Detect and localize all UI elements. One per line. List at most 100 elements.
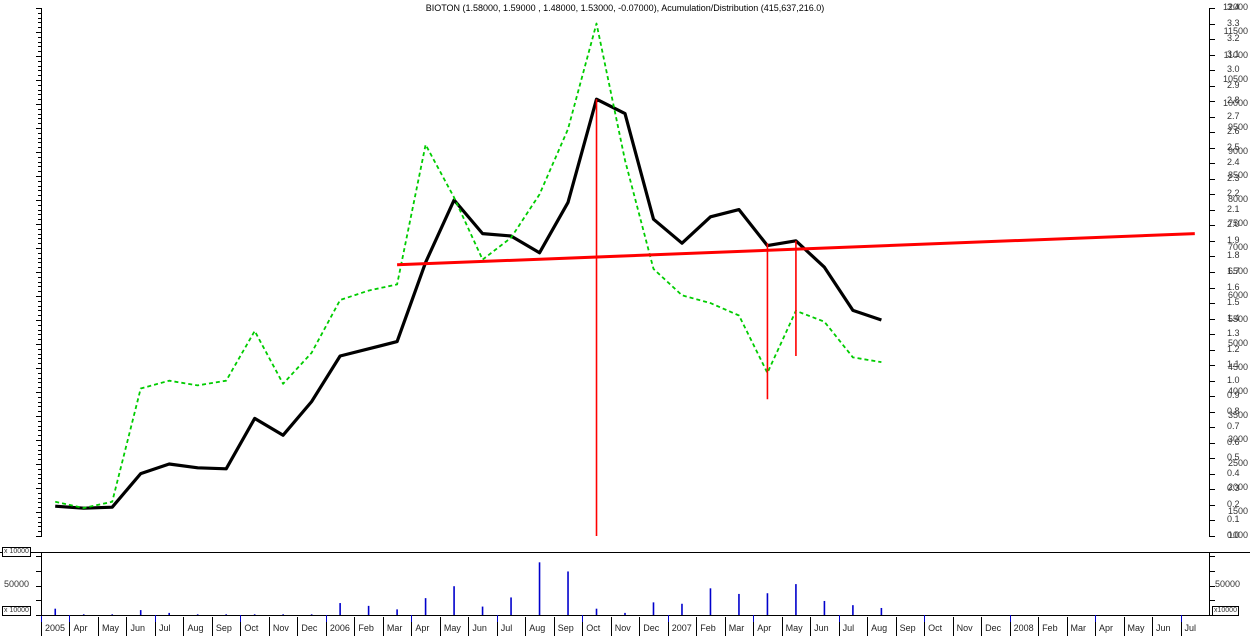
volume-left-axis-line [41,553,42,615]
left-axis-tick [36,200,42,201]
right-axis-tick [1209,23,1215,25]
left-axis-tick [36,296,42,297]
date-axis-label: Jun [126,622,154,636]
left-axis-minor-tick [38,137,42,139]
right-axis-tick [1209,225,1215,227]
left-axis-minor-tick [38,372,42,374]
left-axis-minor-tick [38,65,42,67]
right-axis-tick [1209,458,1215,460]
date-axis-label: Apr [69,622,97,636]
right-axis-tick-label: 1.1 [1227,359,1240,370]
right-axis-tick-label: 0.0 [1227,530,1240,540]
left-axis-minor-tick [38,89,42,91]
date-axis-separator [411,615,413,622]
left-axis-tick-label: 4500 [1227,362,1248,372]
date-axis-separator [1180,615,1182,622]
right-axis-tick [1209,411,1215,413]
left-axis-minor-tick [38,60,42,62]
right-axis-tick [1209,396,1215,398]
right-axis-tick [1209,349,1215,351]
left-axis-tick [36,320,42,321]
left-axis-minor-tick [38,502,42,504]
right-axis-tick-label: 3.1 [1227,48,1240,59]
left-axis-minor-tick [38,94,42,96]
left-axis-tick-label: 2500 [1227,458,1248,468]
date-axis-label: Jun [1152,622,1180,636]
left-axis-minor-tick [38,209,42,211]
volume-axis-tick [36,585,42,587]
date-axis-label: Dec [297,622,325,636]
left-axis-minor-tick [38,166,42,168]
right-axis-tick-label: 3.4 [1227,2,1240,12]
left-axis-minor-tick [38,401,42,403]
date-axis-separator [325,615,327,622]
right-axis-tick-label: 1.8 [1227,250,1240,261]
left-axis-tick-label: 4000 [1227,386,1248,396]
right-volume-scale-label: 50000 [1215,579,1241,589]
right-axis-tick-label: 2.2 [1227,188,1240,199]
left-axis-minor-tick [38,185,42,187]
left-axis-tick-label: 9000 [1227,146,1248,156]
date-axis-separator [41,615,42,622]
right-axis-tick-label: 2.3 [1227,172,1240,183]
volume-axis-tick [36,615,42,616]
left-axis-minor-tick [38,382,42,384]
date-axis-separator [1038,617,1040,622]
date-axis-label: Dec [981,622,1009,636]
right-axis-tick-label: 2.4 [1227,157,1240,168]
date-axis-separator [810,617,812,622]
date-axis-separator [468,617,470,622]
left-axis-tick-label: 3500 [1227,410,1248,420]
left-axis-minor-tick [38,113,42,115]
trendline [397,232,1195,267]
date-axis-separator [525,617,527,622]
chart-title: BIOTON (1.58000, 1.59000 , 1.48000, 1.53… [425,3,825,13]
left-axis-minor-tick [38,142,42,144]
left-axis-tick [36,440,42,441]
left-axis-minor-tick [38,492,42,494]
volume-axis-tick [1209,570,1215,572]
date-axis-label: Apr [753,622,781,636]
left-volume-scale-label: 50000 [4,579,30,589]
volume-pane-bottom-border [41,615,1209,616]
date-axis-separator [952,617,954,622]
right-axis-tick-label: 1.3 [1227,328,1240,339]
right-axis-tick [1209,442,1215,444]
left-axis-tick-label: 8000 [1227,194,1248,204]
date-axis-separator [667,615,669,622]
date-axis-label: Dec [639,622,667,636]
left-axis-minor-tick [38,84,42,86]
left-axis-tick-label: 6500 [1227,266,1248,276]
left-axis-minor-tick [38,329,42,331]
right-axis-tick [1209,194,1215,196]
right-axis-tick [1209,240,1215,242]
left-axis-minor-tick [38,521,42,523]
date-axis-separator [696,617,698,622]
right-axis-tick [1209,54,1215,56]
left-axis-minor-tick [38,228,42,230]
date-axis-label: Mar [724,622,753,636]
right-volume-multiplier-badge: x10000 [1212,606,1239,616]
date-axis-label: Oct [240,622,268,636]
left-axis-minor-tick [38,444,42,446]
date-axis-separator [211,617,213,622]
date-axis-separator [724,617,726,622]
left-axis-tick-label: 9500 [1227,122,1248,132]
left-axis-minor-tick [38,22,42,24]
left-axis-tick [36,512,42,513]
left-axis-minor-tick [38,435,42,437]
left-axis-minor-tick [38,70,42,72]
left-axis-minor-tick [38,238,42,240]
date-axis-separator [126,617,128,622]
left-axis-minor-tick [38,526,42,528]
left-axis-minor-tick [38,147,42,149]
right-axis-tick [1209,116,1215,118]
right-axis-tick [1209,318,1215,320]
date-axis-label: Sep [895,622,924,636]
left-axis-tick [36,464,42,465]
date-axis-separator [1123,617,1125,622]
left-axis-minor-tick [38,387,42,389]
date-axis-label: Feb [696,622,724,636]
left-axis-minor-tick [38,300,42,302]
date-axis-label: May [1123,622,1152,636]
